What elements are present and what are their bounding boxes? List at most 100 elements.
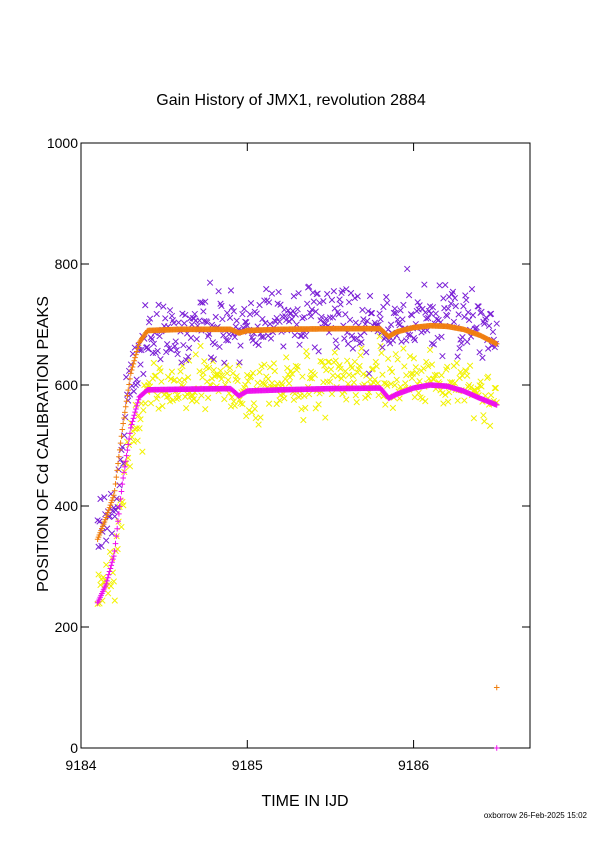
scatter-point bbox=[322, 320, 329, 328]
scatter-point bbox=[451, 294, 458, 302]
trend-point bbox=[112, 540, 119, 547]
scatter-point bbox=[406, 353, 414, 360]
scatter-point bbox=[423, 315, 430, 322]
scatter-point bbox=[491, 384, 498, 392]
scatter-point bbox=[396, 321, 403, 329]
scatter-point bbox=[442, 391, 449, 398]
scatter-point bbox=[224, 309, 231, 317]
scatter-point bbox=[237, 400, 244, 407]
scatter-point bbox=[431, 372, 438, 379]
trend-point bbox=[129, 364, 136, 370]
scatter-point bbox=[173, 347, 180, 354]
scatter-point bbox=[445, 388, 453, 396]
scatter-point bbox=[247, 372, 255, 380]
scatter-point bbox=[134, 437, 141, 444]
scatter-point bbox=[449, 288, 457, 295]
scatter-point bbox=[411, 336, 418, 344]
scatter-point bbox=[339, 287, 346, 294]
scatter-point bbox=[310, 298, 318, 305]
scatter-point bbox=[376, 310, 383, 317]
scatter-point bbox=[221, 359, 228, 366]
scatter-point bbox=[304, 300, 311, 307]
scatter-point bbox=[122, 414, 129, 421]
scatter-point bbox=[357, 352, 364, 359]
scatter-point bbox=[96, 518, 103, 525]
scatter-point bbox=[324, 290, 331, 298]
scatter-point bbox=[209, 358, 217, 365]
scatter-point bbox=[243, 412, 250, 420]
scatter-point bbox=[312, 308, 319, 315]
scatter-point bbox=[394, 356, 401, 363]
trend-point bbox=[128, 367, 135, 373]
scatter-point bbox=[364, 392, 372, 400]
scatter-point bbox=[364, 317, 371, 325]
scatter-point bbox=[459, 334, 466, 341]
trend-point bbox=[120, 420, 126, 427]
trend-point bbox=[105, 509, 111, 516]
scatter-point bbox=[228, 304, 236, 311]
scatter-point bbox=[226, 314, 234, 321]
x-tick-label: 9186 bbox=[398, 757, 429, 773]
scatter-point bbox=[323, 315, 330, 322]
scatter-point bbox=[211, 341, 218, 348]
trend-point bbox=[105, 507, 112, 513]
trend-point bbox=[119, 481, 126, 487]
trend-point bbox=[133, 403, 140, 409]
scatter-point bbox=[250, 400, 257, 407]
scatter-point bbox=[430, 341, 438, 348]
trend-point bbox=[132, 354, 138, 361]
scatter-point bbox=[307, 313, 315, 320]
scatter-point bbox=[438, 372, 445, 379]
scatter-point bbox=[260, 333, 267, 341]
scatter-point bbox=[255, 341, 262, 349]
scatter-point bbox=[470, 415, 478, 422]
scatter-point bbox=[276, 318, 283, 325]
scatter-point bbox=[280, 343, 287, 350]
scatter-point bbox=[144, 346, 152, 353]
trend-point bbox=[117, 496, 124, 502]
trend-point bbox=[115, 518, 121, 525]
scatter-point bbox=[285, 318, 293, 325]
scatter-point bbox=[257, 414, 264, 421]
scatter-point bbox=[331, 349, 338, 356]
scatter-point bbox=[349, 345, 357, 352]
scatter-point bbox=[219, 372, 226, 379]
scatter-point bbox=[229, 370, 237, 377]
scatter-point bbox=[458, 340, 465, 347]
scatter-point bbox=[184, 353, 192, 360]
scatter-point bbox=[364, 308, 372, 315]
scatter-point bbox=[414, 299, 421, 306]
scatter-point bbox=[365, 370, 373, 377]
scatter-point bbox=[210, 356, 217, 363]
scatter-point bbox=[149, 349, 157, 357]
trend-point bbox=[127, 430, 133, 437]
x-axis-label: TIME IN IJD bbox=[261, 793, 348, 810]
scatter-point bbox=[185, 344, 193, 352]
scatter-point bbox=[150, 340, 157, 347]
scatter-point bbox=[227, 403, 235, 410]
scatter-point bbox=[455, 311, 462, 318]
scatter-point bbox=[160, 303, 167, 310]
scatter-point bbox=[465, 309, 472, 316]
scatter-point bbox=[461, 397, 468, 404]
scatter-point bbox=[469, 312, 477, 319]
trend-point bbox=[131, 412, 138, 419]
scatter-point bbox=[95, 571, 102, 578]
scatter-point bbox=[219, 315, 226, 323]
scatter-point bbox=[301, 392, 308, 400]
scatter-point bbox=[384, 299, 391, 307]
trend-point bbox=[110, 556, 116, 562]
scatter-point bbox=[261, 297, 268, 304]
scatter-point bbox=[164, 393, 171, 400]
trend-point bbox=[107, 565, 114, 572]
scatter-point bbox=[412, 364, 419, 371]
scatter-point bbox=[162, 315, 169, 322]
trend-point bbox=[116, 503, 123, 510]
scatter-point bbox=[157, 356, 164, 363]
scatter-point bbox=[306, 374, 314, 382]
scatter-point bbox=[451, 379, 458, 387]
scatter-point bbox=[356, 340, 363, 347]
scatter-point bbox=[283, 354, 290, 361]
trend-point bbox=[134, 345, 141, 352]
scatter-point bbox=[309, 289, 317, 296]
